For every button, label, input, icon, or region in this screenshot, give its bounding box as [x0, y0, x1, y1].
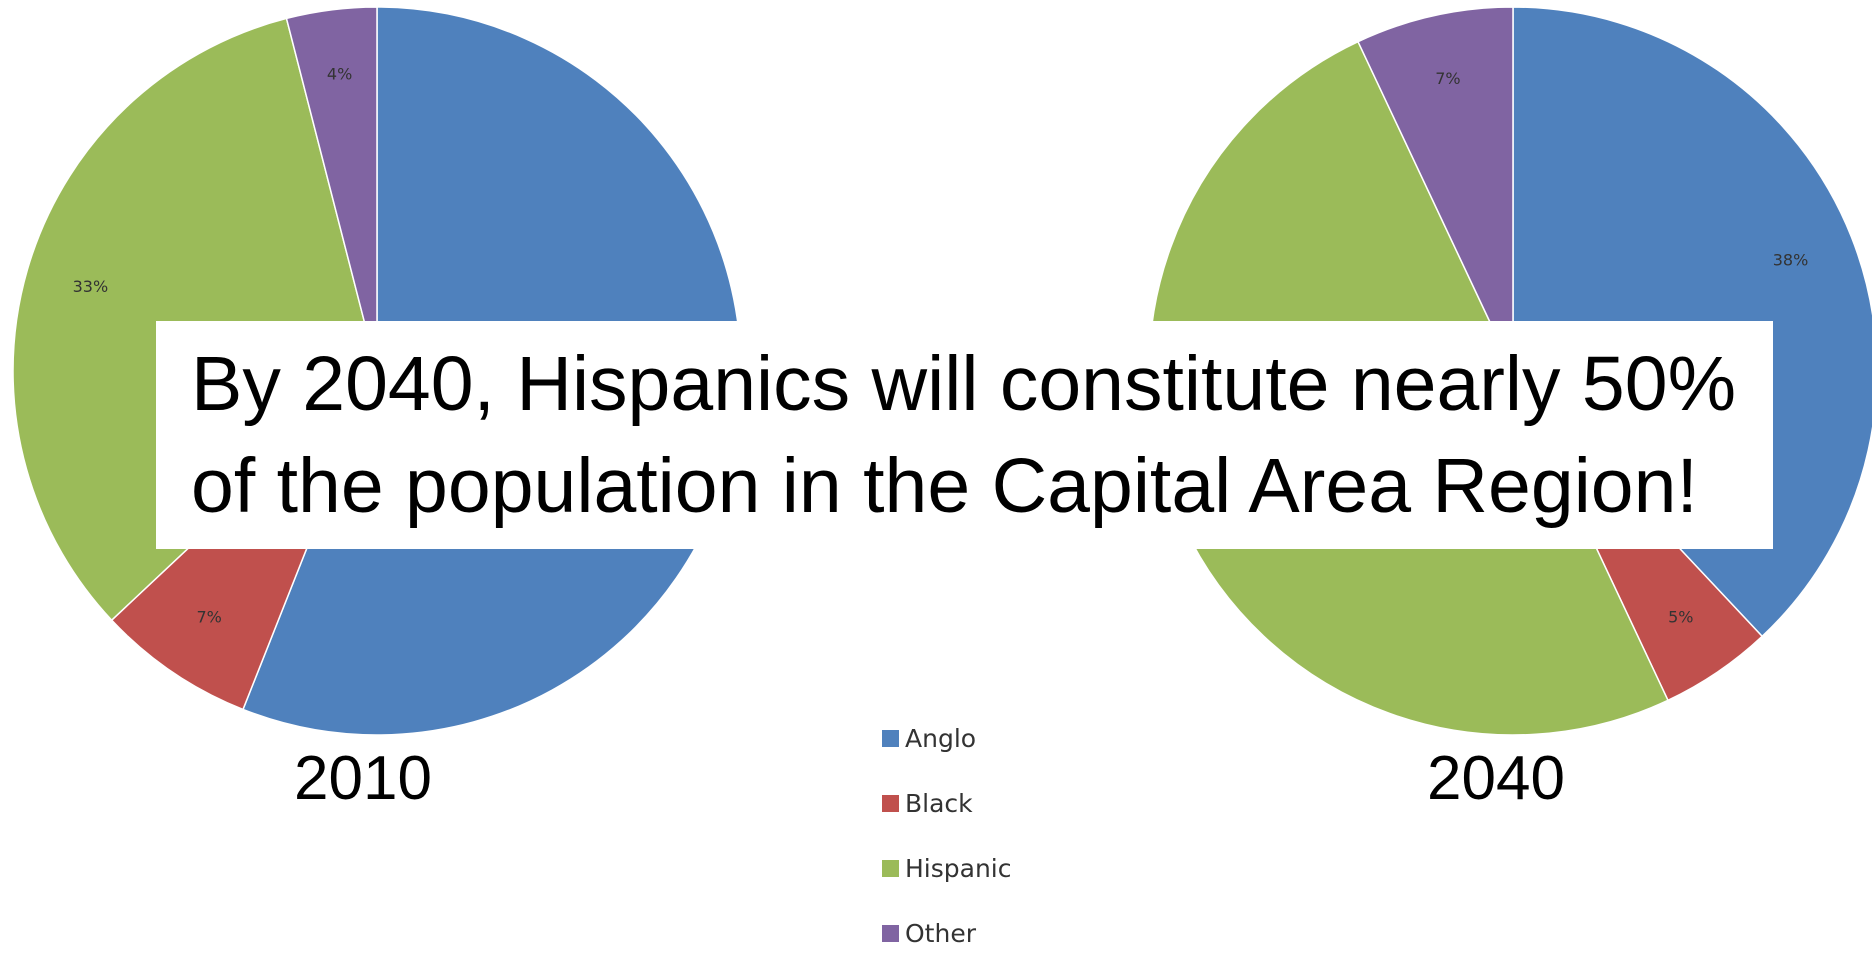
legend: Anglo Black Hispanic Other: [882, 706, 1012, 966]
callout-box: By 2040, Hispanics will constitute nearl…: [156, 321, 1773, 549]
callout-line-1: By 2040, Hispanics will constitute nearl…: [191, 341, 1737, 427]
legend-label-other: Other: [905, 919, 976, 948]
slice-2010-other: [285, 6, 378, 372]
slice-2010-hispanic: [12, 17, 378, 622]
callout-line-2: of the population in the Capital Area Re…: [191, 443, 1698, 529]
legend-label-black: Black: [905, 789, 973, 818]
data-label-2040-black: 5%: [1668, 607, 1693, 626]
data-label-2010-hispanic: 33%: [73, 277, 109, 296]
legend-label-anglo: Anglo: [905, 724, 977, 753]
legend-item-anglo: Anglo: [882, 706, 1012, 771]
pie-2040-title: 2040: [1427, 744, 1565, 813]
slice-2040-other: [1357, 6, 1514, 372]
legend-item-other: Other: [882, 901, 1012, 966]
data-label-2040-other: 7%: [1435, 69, 1460, 88]
data-label-2040-anglo: 38%: [1773, 251, 1809, 270]
legend-swatch-anglo: [882, 730, 899, 747]
legend-item-black: Black: [882, 771, 1012, 836]
pie-2010-title: 2010: [294, 744, 432, 813]
legend-swatch-hispanic: [882, 860, 899, 877]
data-label-2010-black: 7%: [197, 607, 222, 626]
legend-label-hispanic: Hispanic: [905, 854, 1012, 883]
legend-swatch-other: [882, 925, 899, 942]
legend-swatch-black: [882, 795, 899, 812]
data-label-2010-other: 4%: [327, 64, 352, 83]
legend-item-hispanic: Hispanic: [882, 836, 1012, 901]
